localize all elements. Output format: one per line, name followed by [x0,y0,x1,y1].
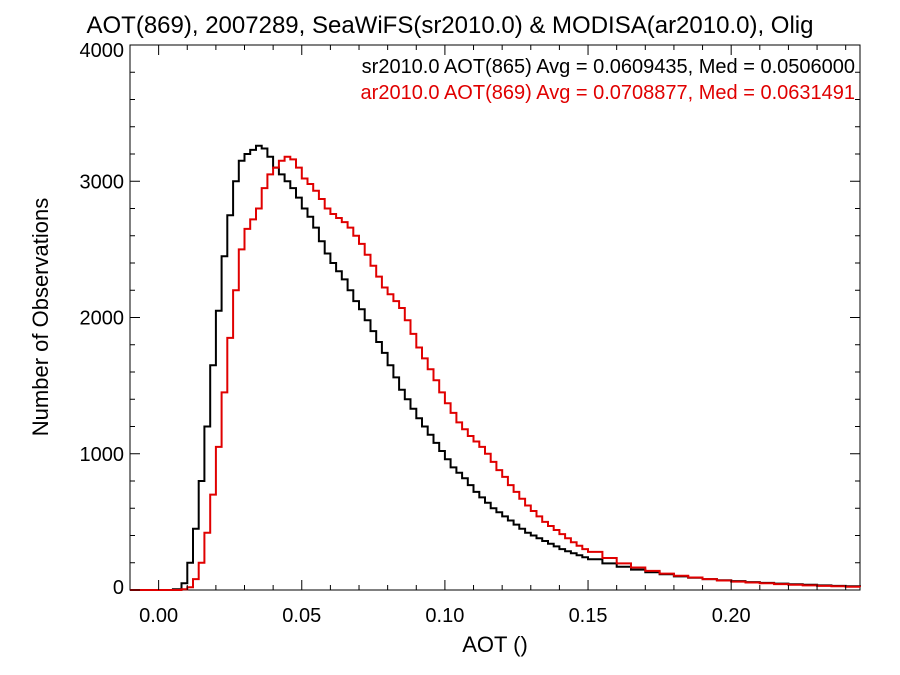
y-axis-label: Number of Observations [28,198,53,436]
y-tick-label: 0 [113,577,124,599]
series-line-1 [130,155,861,591]
y-tick-label: 4000 [80,40,125,62]
chart-title: AOT(869), 2007289, SeaWiFS(sr2010.0) & M… [87,12,814,39]
x-tick-label: 0.00 [139,605,178,627]
legend-entry-sr2010: sr2010.0 AOT(865) Avg = 0.0609435, Med =… [362,56,855,78]
x-tick-label: 0.20 [712,605,751,627]
x-axis-label: AOT () [462,632,528,657]
series-layer [130,144,861,591]
legend-entry-ar2010: ar2010.0 AOT(869) Avg = 0.0708877, Med =… [361,82,855,104]
x-tick-label: 0.05 [282,605,321,627]
plot-area: 0.00 0.05 0.10 0.15 0.20 0 1000 2000 3000 4000 [80,40,861,627]
y-tick-label: 3000 [80,171,125,193]
y-tick-label: 2000 [80,308,125,330]
x-tick-label: 0.15 [569,605,608,627]
x-ticks: 0.00 0.05 0.10 0.15 0.20 [139,45,847,627]
y-tick-label: 1000 [80,444,125,466]
x-tick-label: 0.10 [425,605,464,627]
y-ticks: 0 1000 2000 3000 4000 [80,40,860,599]
series-line-0 [130,144,861,591]
